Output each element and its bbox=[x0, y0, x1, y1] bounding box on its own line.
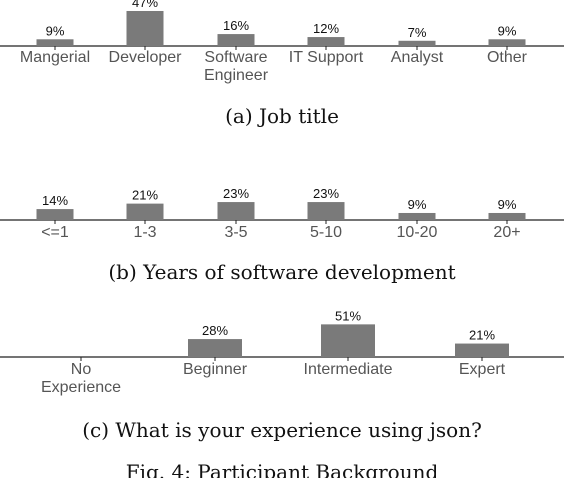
chart-2-bar bbox=[455, 343, 509, 357]
chart-1-data-label: 21% bbox=[132, 188, 158, 203]
chart-0-data-label: 12% bbox=[313, 21, 339, 36]
chart-0-category-label: IT Support bbox=[289, 49, 364, 66]
chart-0-category-label: Mangerial bbox=[20, 49, 90, 66]
chart-2-data-label: 28% bbox=[202, 323, 228, 338]
chart-0-bar bbox=[126, 10, 164, 46]
chart-1-bar bbox=[398, 212, 436, 220]
caption-c: (c) What is your experience using json? bbox=[82, 418, 482, 442]
chart-0-category-label: Software bbox=[204, 49, 267, 66]
chart-0-category-label: Other bbox=[487, 49, 528, 66]
caption-a: (a) Job title bbox=[225, 104, 339, 128]
chart-1-bar bbox=[217, 202, 255, 220]
chart-0-data-label: 16% bbox=[223, 18, 249, 33]
chart-1-bar bbox=[126, 203, 164, 220]
chart-1-data-label: 9% bbox=[408, 197, 427, 212]
chart-0-bar bbox=[488, 39, 526, 46]
chart-0-data-label: 7% bbox=[408, 25, 427, 40]
chart-1-data-label: 9% bbox=[498, 197, 517, 212]
caption-b: (b) Years of software development bbox=[108, 260, 456, 284]
chart-1-category-label: 5-10 bbox=[310, 224, 342, 241]
chart-0-bar bbox=[217, 34, 255, 46]
chart-2-category-label: Intermediate bbox=[304, 361, 393, 378]
chart-1-category-label: <=1 bbox=[41, 224, 69, 241]
chart-1-category-label: 20+ bbox=[493, 224, 520, 241]
chart-1-bar bbox=[488, 212, 526, 220]
chart-0-data-label: 9% bbox=[498, 23, 517, 38]
chart-0-bar bbox=[398, 40, 436, 46]
chart-0-data-label: 47% bbox=[132, 0, 158, 10]
figure-caption: Fig. 4: Participant Background bbox=[125, 460, 439, 478]
chart-1-category-label: 10-20 bbox=[397, 224, 438, 241]
chart-0-category-label: Engineer bbox=[204, 67, 269, 84]
chart-0-bar bbox=[307, 37, 345, 46]
chart-0-bar bbox=[36, 39, 74, 46]
chart-0-data-label: 9% bbox=[46, 23, 65, 38]
chart-0-category-label: Developer bbox=[109, 49, 183, 66]
chart-0-category-label: Analyst bbox=[391, 49, 444, 66]
chart-2-bar bbox=[188, 339, 242, 357]
chart-2-data-label: 21% bbox=[469, 328, 495, 343]
chart-1-data-label: 23% bbox=[313, 186, 339, 201]
chart-1-category-label: 1-3 bbox=[133, 224, 156, 241]
chart-2-data-label: 51% bbox=[335, 308, 361, 323]
chart-2-category-label: Expert bbox=[459, 361, 506, 378]
chart-2-category-label: Beginner bbox=[183, 361, 248, 378]
chart-1-data-label: 23% bbox=[223, 186, 249, 201]
chart-1-data-label: 14% bbox=[42, 193, 68, 208]
chart-1-category-label: 3-5 bbox=[224, 224, 247, 241]
chart-1-bar bbox=[36, 209, 74, 220]
chart-2-category-label: No bbox=[71, 361, 92, 378]
chart-2-category-label: Experience bbox=[41, 379, 121, 396]
chart-2-bar bbox=[321, 324, 375, 357]
chart-1-bar bbox=[307, 202, 345, 220]
